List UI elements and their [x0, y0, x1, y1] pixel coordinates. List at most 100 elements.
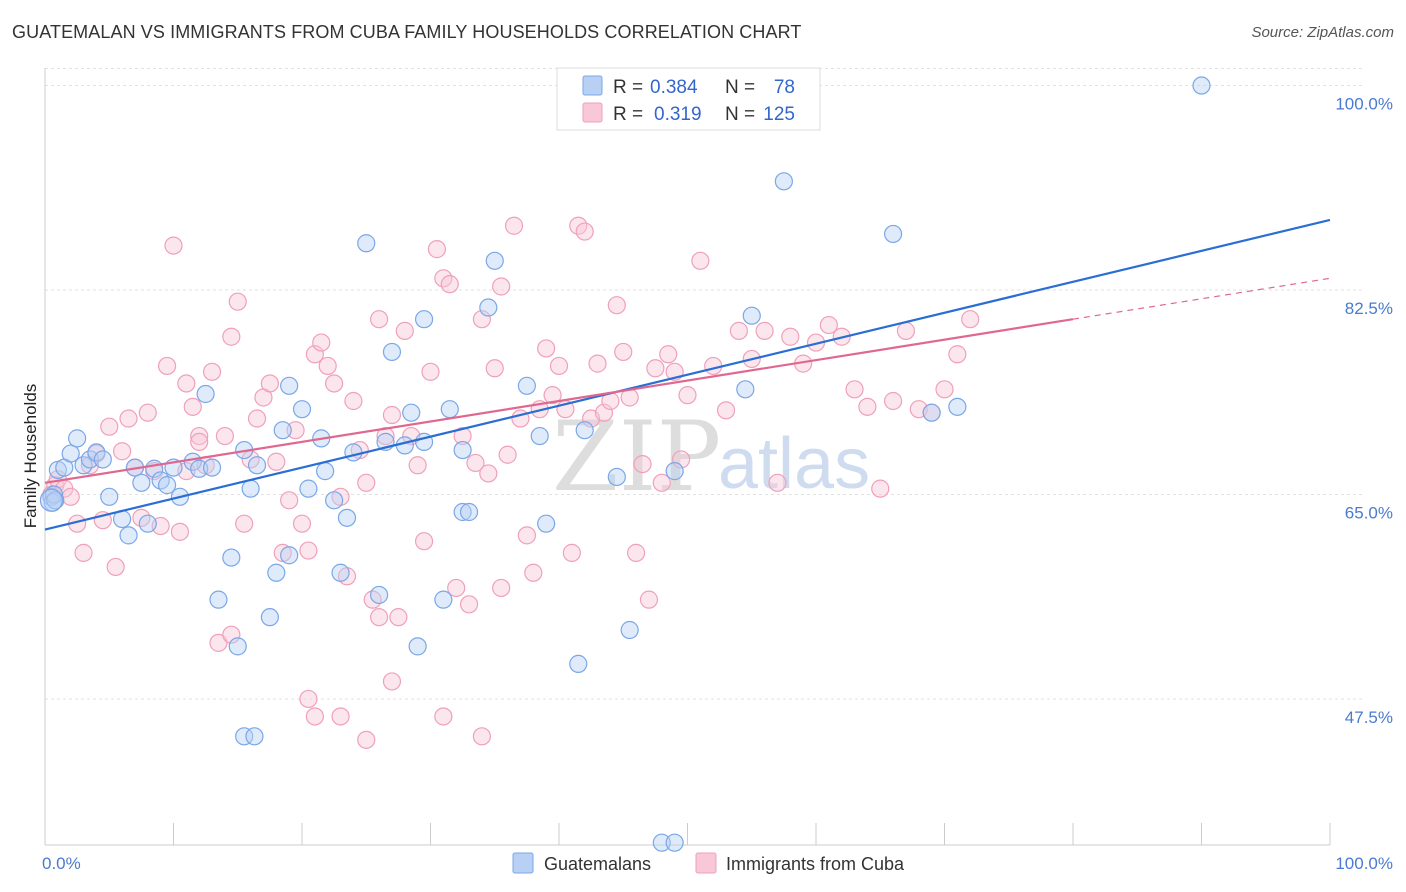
point-guatemalans: [357, 234, 376, 253]
point-guatemalans: [202, 458, 222, 477]
y-tick-label: 100.0%: [1335, 95, 1393, 114]
top-legend: R = 0.384 N = 78 R = 0.319 N = 125: [556, 67, 821, 131]
point-guatemalans: [209, 590, 228, 609]
point-cuba: [704, 356, 723, 376]
point-guatemalans: [530, 426, 549, 446]
point-guatemalans: [100, 487, 119, 506]
point-guatemalans: [241, 479, 260, 498]
point-guatemalans: [736, 380, 755, 399]
point-guatemalans: [607, 467, 626, 487]
point-cuba: [948, 345, 967, 364]
point-cuba: [626, 543, 646, 562]
legend-n-value-guatemalans: 78: [774, 77, 795, 98]
point-cuba: [961, 310, 980, 329]
legend-r-label-cuba: R =: [613, 104, 648, 125]
point-cuba: [395, 321, 414, 340]
point-guatemalans: [316, 462, 335, 481]
point-cuba: [389, 608, 408, 627]
point-cuba: [190, 432, 209, 451]
point-cuba: [190, 426, 209, 446]
trendline-cuba-extension: [1072, 277, 1331, 320]
point-cuba: [292, 514, 312, 533]
point-cuba: [485, 359, 504, 378]
point-guatemalans: [138, 514, 157, 533]
watermark-zip: ZIP: [552, 401, 721, 513]
chart-title: GUATEMALAN VS IMMIGRANTS FROM CUBA FAMIL…: [12, 22, 802, 42]
point-guatemalans: [228, 637, 247, 656]
point-cuba: [312, 333, 331, 352]
point-cuba: [459, 595, 479, 614]
point-guatemalans: [517, 376, 536, 395]
point-cuba: [607, 296, 626, 315]
point-guatemalans: [80, 450, 100, 469]
y-axis-title: Family Households: [21, 384, 40, 529]
point-guatemalans: [434, 590, 453, 609]
point-guatemalans: [190, 459, 209, 478]
point-cuba: [414, 532, 434, 551]
point-guatemalans: [344, 443, 363, 462]
point-cuba: [357, 730, 376, 749]
point-guatemalans: [87, 443, 106, 462]
point-cuba: [331, 707, 350, 726]
point-cuba: [286, 421, 305, 440]
x-tick-label-min: 0.0%: [42, 854, 81, 873]
point-cuba: [382, 672, 402, 691]
point-guatemalans: [260, 608, 279, 627]
point-cuba: [819, 315, 838, 335]
point-guatemalans: [665, 833, 684, 852]
point-guatemalans: [299, 479, 318, 498]
trendlines: [44, 218, 1331, 531]
point-cuba: [504, 216, 524, 235]
point-cuba: [472, 310, 491, 329]
point-cuba: [659, 345, 678, 364]
point-cuba: [716, 401, 736, 420]
point-cuba: [498, 445, 517, 464]
point-guatemalans: [331, 563, 350, 582]
y-tick-label: 65.0%: [1345, 503, 1393, 522]
point-cuba: [382, 405, 402, 425]
point-guatemalans: [453, 502, 472, 522]
point-guatemalans: [922, 403, 941, 422]
point-cuba: [112, 442, 132, 461]
point-guatemalans: [652, 833, 671, 852]
point-guatemalans: [395, 436, 414, 455]
point-cuba: [845, 380, 864, 399]
series-cuba-points: [42, 216, 980, 749]
point-guatemalans: [292, 400, 312, 419]
point-cuba: [421, 362, 440, 381]
point-cuba: [562, 543, 581, 562]
point-guatemalans: [235, 727, 254, 746]
point-guatemalans: [440, 400, 459, 419]
point-cuba: [344, 391, 363, 411]
legend-n-label-cuba: N =: [725, 104, 760, 125]
point-guatemalans: [1192, 76, 1211, 95]
point-guatemalans: [119, 526, 138, 545]
point-guatemalans: [247, 456, 267, 475]
point-guatemalans: [267, 563, 286, 582]
point-cuba: [517, 526, 536, 545]
point-cuba: [755, 321, 774, 340]
point-cuba: [453, 426, 472, 446]
point-guatemalans: [575, 421, 594, 440]
point-cuba: [357, 473, 376, 492]
point-guatemalans: [948, 397, 967, 416]
point-cuba: [768, 473, 787, 492]
bottom-legend-swatch-cuba: [695, 852, 717, 874]
point-cuba: [575, 222, 594, 241]
legend-n-value-cuba: 125: [763, 104, 795, 125]
point-cuba: [305, 345, 324, 364]
point-cuba: [466, 453, 485, 473]
legend-r-label-guatemalans: R =: [613, 77, 648, 98]
point-guatemalans: [370, 585, 389, 605]
point-cuba: [280, 491, 299, 510]
point-cuba: [871, 479, 890, 498]
point-guatemalans: [280, 546, 299, 565]
point-cuba: [440, 275, 459, 294]
point-guatemalans: [479, 298, 498, 317]
watermark-atlas: atlas: [718, 424, 870, 504]
trendline-cuba: [44, 318, 1074, 484]
series-guatemalans-points: [39, 76, 1211, 852]
point-cuba: [729, 321, 749, 340]
point-guatemalans: [93, 450, 112, 469]
point-guatemalans: [273, 421, 292, 440]
